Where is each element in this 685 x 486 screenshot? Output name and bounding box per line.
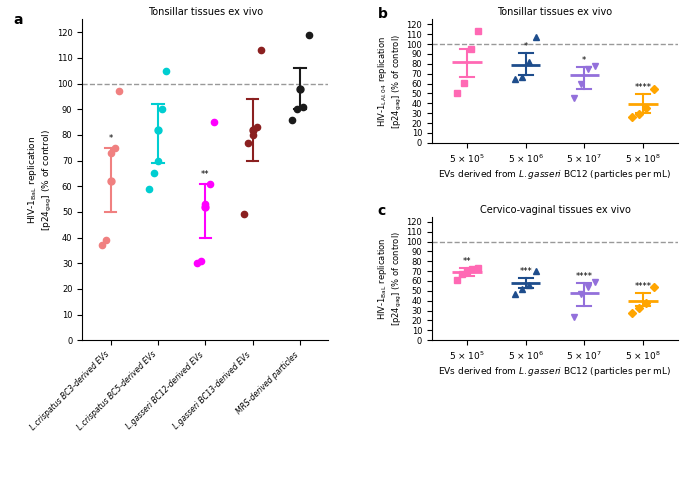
- Title: Tonsillar tissues ex vivo: Tonsillar tissues ex vivo: [148, 7, 263, 17]
- Text: **: **: [201, 170, 210, 178]
- Text: b: b: [377, 7, 388, 21]
- Y-axis label: HIV-1$_{\rm BaL}$ replication
[p24$_{\rm gag}$] (% of control): HIV-1$_{\rm BaL}$ replication [p24$_{\rm…: [26, 129, 54, 231]
- Text: *: *: [582, 56, 586, 65]
- Text: a: a: [13, 13, 23, 27]
- Text: c: c: [377, 205, 386, 219]
- Text: **: **: [463, 257, 471, 266]
- Title: Tonsillar tissues ex vivo: Tonsillar tissues ex vivo: [497, 7, 612, 17]
- Title: Cervico-vaginal tissues ex vivo: Cervico-vaginal tissues ex vivo: [479, 205, 630, 215]
- X-axis label: EVs derived from $\it{L.gasseri}$ BC12 (particles per mL): EVs derived from $\it{L.gasseri}$ BC12 (…: [438, 168, 671, 181]
- Text: ***: ***: [519, 267, 532, 276]
- Text: ****: ****: [576, 272, 593, 281]
- Text: ****: ****: [634, 282, 651, 291]
- Text: *: *: [523, 42, 528, 51]
- Y-axis label: HIV-1$_{\rm LAI.04}$ replication
[p24$_{\rm gag}$] (% of control): HIV-1$_{\rm LAI.04}$ replication [p24$_{…: [376, 34, 403, 129]
- Text: ****: ****: [634, 84, 651, 92]
- X-axis label: EVs derived from $\it{L.gasseri}$ BC12 (particles per mL): EVs derived from $\it{L.gasseri}$ BC12 (…: [438, 365, 671, 378]
- Text: *: *: [108, 134, 113, 142]
- Y-axis label: HIV-1$_{\rm BaL}$ replication
[p24$_{\rm gag}$] (% of control): HIV-1$_{\rm BaL}$ replication [p24$_{\rm…: [376, 231, 403, 326]
